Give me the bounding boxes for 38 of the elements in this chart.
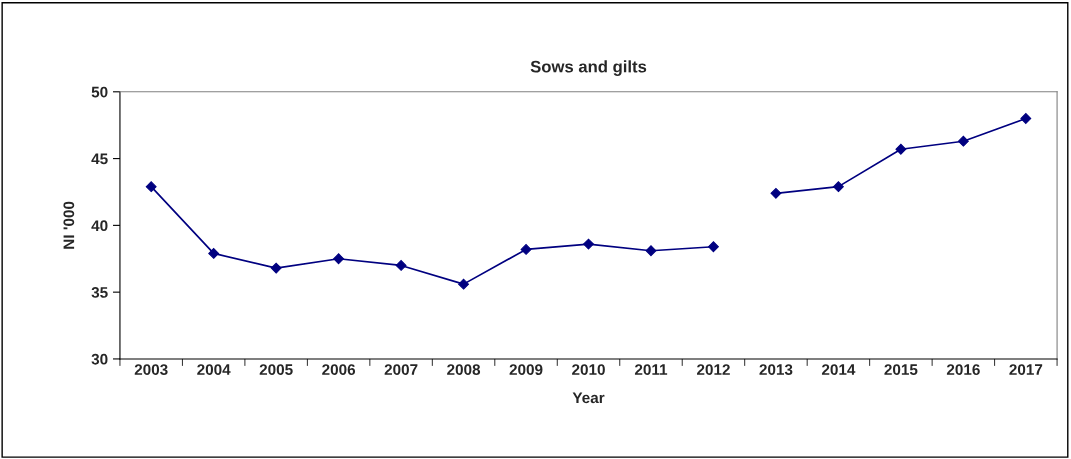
point — [1020, 113, 1032, 124]
y-tick-label: 30 — [91, 353, 108, 365]
point — [957, 135, 969, 147]
x-tick-label: 2016 — [946, 364, 980, 376]
y-tick-label: 45 — [91, 153, 108, 165]
x-tick-label: 2006 — [322, 364, 356, 376]
point — [270, 262, 282, 274]
point — [770, 187, 782, 199]
chart-title: Sows and gilts — [530, 60, 647, 76]
x-tick-label: 2015 — [884, 364, 918, 376]
x-tick-label: 2004 — [197, 364, 231, 376]
point — [395, 260, 407, 271]
x-tick-label: 2010 — [572, 364, 605, 376]
point — [583, 238, 594, 250]
point — [708, 241, 719, 253]
y-axis-title: NI '000 — [63, 201, 75, 249]
x-tick-label: 2013 — [759, 364, 793, 376]
x-tick-label: 2007 — [384, 364, 418, 376]
x-tick-label: 2014 — [821, 364, 856, 376]
x-tick-label: 2012 — [697, 364, 730, 376]
x-tick-label: 2003 — [134, 364, 168, 376]
y-tick-label: 40 — [91, 220, 108, 232]
point — [895, 143, 907, 155]
x-tick-label: 2017 — [1009, 364, 1043, 376]
point — [208, 247, 220, 259]
x-tick-label: 2009 — [509, 364, 543, 376]
y-tick-label: 35 — [91, 287, 108, 298]
point — [645, 245, 657, 257]
x-axis-title: Year — [572, 392, 605, 404]
point — [520, 243, 532, 255]
y-tick-label: 50 — [91, 86, 108, 98]
x-tick-label: 2008 — [447, 364, 481, 376]
point — [333, 253, 345, 265]
x-tick-label: 2011 — [634, 364, 668, 376]
point — [458, 278, 469, 290]
x-tick-label: 2005 — [259, 364, 293, 376]
point — [832, 181, 844, 193]
point — [145, 181, 157, 193]
